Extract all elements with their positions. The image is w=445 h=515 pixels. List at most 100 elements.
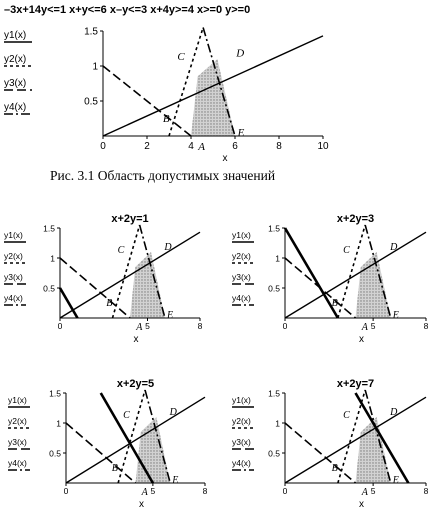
- series-line-2: [337, 389, 366, 484]
- feasible-region: [130, 252, 165, 318]
- panel-x2y1: 0 5 8 0.5 1 1.5 A B C D Ex x+2y=1 y1(x) y2(x) y3(x) y4(…: [4, 213, 203, 345]
- y-tick-label: 1.5: [268, 224, 280, 234]
- x-axis-label: x: [359, 334, 364, 345]
- legend-label-4: y4(x): [8, 458, 27, 468]
- legend-label-3: y3(x): [232, 272, 251, 282]
- legend-label-1: y1(x): [4, 230, 23, 240]
- feasible-region: [191, 59, 235, 136]
- legend-label-2: y2(x): [8, 416, 27, 426]
- y-tick-label: 0.5: [84, 97, 98, 108]
- vertex-label-B: B: [112, 463, 118, 474]
- vertex-label-E: E: [237, 127, 245, 139]
- vertex-label-A: A: [135, 322, 143, 333]
- legend-label-3: y3(x): [4, 78, 26, 89]
- vertex-label-D: D: [235, 48, 244, 60]
- legend-label-2: y2(x): [4, 251, 23, 261]
- panel-x2y7: 0 5 8 0.5 1 1.5 A B C D Ex x+2y=7 y1(x) y2(x) y3(x) y4(…: [232, 378, 429, 510]
- x-tick-label: 6: [232, 141, 238, 152]
- series-line-4: [364, 224, 392, 319]
- x-tick-label: 8: [424, 486, 429, 496]
- legend-label-2: y2(x): [232, 251, 251, 261]
- panel-title: x+2y=3: [337, 213, 374, 225]
- y-tick-label: 1: [275, 254, 280, 264]
- legend-label-4: y4(x): [4, 293, 23, 303]
- y-tick-label: 1: [275, 419, 280, 429]
- series-line-3: [59, 257, 131, 319]
- x-tick-label: 8: [198, 321, 203, 331]
- legend-label-4: y4(x): [4, 102, 26, 113]
- legend-label-1: y1(x): [8, 395, 27, 405]
- legend-label-1: y1(x): [232, 230, 251, 240]
- vertex-label-A: A: [361, 322, 369, 333]
- y-tick-label: 0.5: [268, 449, 280, 459]
- x-tick-label: 8: [203, 486, 208, 496]
- objective-line: [99, 392, 154, 484]
- x-tick-label: 4: [188, 141, 194, 152]
- y-tick-label: 0.5: [268, 284, 280, 294]
- y-tick-label: 1.5: [268, 389, 280, 399]
- series-line-3: [102, 65, 192, 137]
- figure-caption: Рис. 3.1 Область допустимых значений: [50, 168, 275, 183]
- vertex-label-B: B: [332, 463, 338, 474]
- x-tick-label: 0: [283, 486, 288, 496]
- vertex-label-C: C: [343, 245, 350, 256]
- legend-label-1: y1(x): [232, 395, 251, 405]
- x-tick-label: 8: [424, 321, 429, 331]
- vertex-label-C: C: [118, 245, 125, 256]
- legend-label-4: y4(x): [232, 458, 251, 468]
- vertex-label-B: B: [163, 113, 170, 125]
- x-tick-label: 0: [64, 486, 69, 496]
- series-line-1: [102, 35, 324, 137]
- objective-line: [354, 392, 410, 484]
- y-tick-label: 0.5: [43, 284, 55, 294]
- vertex-label-E: E: [171, 475, 178, 486]
- y-tick-label: 1: [50, 254, 55, 264]
- legend-label-2: y2(x): [4, 54, 26, 65]
- panel-title: x+2y=5: [117, 378, 154, 390]
- legend-label-3: y3(x): [4, 272, 23, 282]
- y-tick-label: 1.5: [49, 389, 61, 399]
- panel-x2y3: 0 5 8 0.5 1 1.5 A B C D Ex x+2y=3 y1(x) y2(x) y3(x) y4(…: [232, 213, 429, 345]
- x-axis-label: x: [134, 334, 139, 345]
- y-tick-label: 1: [56, 419, 61, 429]
- vertex-label-E: E: [392, 475, 399, 486]
- legend-label-4: y4(x): [232, 293, 251, 303]
- panel-x2y5: 0 5 8 0.5 1 1.5 A B C D Ex x+2y=5 y1(x) y2(x) y3(x) y4(…: [8, 378, 208, 510]
- x-tick-label: 5: [371, 321, 376, 331]
- vertex-label-D: D: [389, 242, 398, 253]
- y-tick-label: 1.5: [84, 27, 98, 38]
- y-tick-label: 0.5: [49, 449, 61, 459]
- vertex-label-A: A: [197, 141, 205, 153]
- vertex-label-A: A: [361, 487, 369, 498]
- x-tick-label: 10: [317, 141, 329, 152]
- x-axis-label: x: [139, 499, 144, 510]
- main-chart: 0 2 4 6 8 10 0.5 1 1.5 A B C D Ex y1(x) y2(x) y3(x) y4(x): [4, 27, 329, 164]
- vertex-label-E: E: [166, 310, 173, 321]
- series-line-1: [284, 231, 427, 319]
- series-line-4: [144, 389, 172, 484]
- series-line-2: [111, 224, 141, 319]
- series-line-2: [337, 224, 366, 319]
- legend-label-3: y3(x): [232, 437, 251, 447]
- y-tick-label: 1.5: [43, 224, 55, 234]
- x-tick-label: 2: [144, 141, 150, 152]
- feasible-region: [355, 252, 391, 318]
- vertex-label-B: B: [332, 298, 338, 309]
- series-line-1: [59, 231, 201, 319]
- vertex-label-C: C: [343, 410, 350, 421]
- x-tick-label: 0: [100, 141, 106, 152]
- feasible-region: [355, 417, 391, 483]
- x-tick-label: 5: [371, 486, 376, 496]
- vertex-label-D: D: [389, 407, 398, 418]
- series-line-4: [138, 224, 166, 319]
- x-axis-label: x: [223, 153, 228, 164]
- series-line-2: [168, 27, 204, 137]
- series-line-3: [284, 422, 357, 484]
- vertex-label-B: B: [106, 298, 112, 309]
- objective-line: [58, 287, 79, 319]
- series-line-3: [65, 422, 137, 484]
- series-line-2: [117, 389, 146, 484]
- x-tick-label: 8: [276, 141, 282, 152]
- x-tick-label: 5: [145, 321, 150, 331]
